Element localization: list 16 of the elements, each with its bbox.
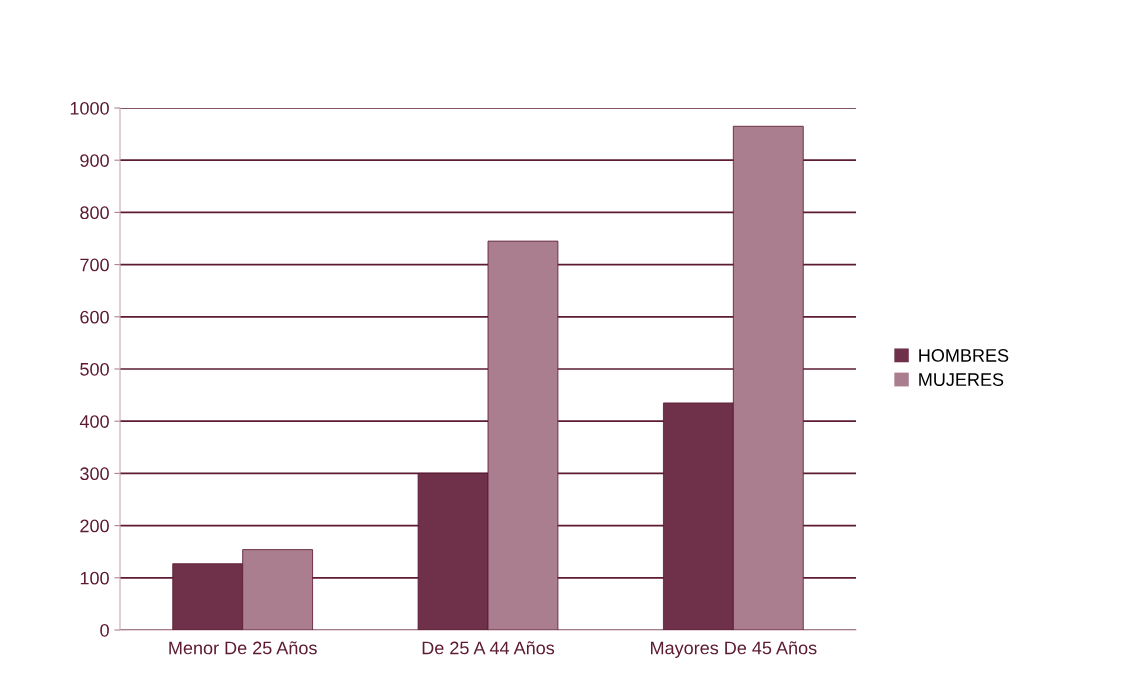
y-tick-label: 200 [80,519,109,533]
x-tick-label: Mayores De 45 Años [651,641,817,658]
y-tick-label: 400 [79,415,109,428]
legend-label: MUJERES [919,373,1004,386]
y-tick-label: 700 [80,258,109,272]
y-tick-label: 500 [80,362,109,376]
x-tick-label: Menor De 25 Años [169,641,317,655]
legend-label: HOMBRES [919,349,1009,362]
y-tick-label: 600 [80,310,109,324]
y-tick-label: 800 [80,206,109,220]
y-tick-label: 100 [80,571,109,585]
y-tick-label: 300 [80,467,109,481]
y-tick-label: 1000 [70,101,109,115]
y-tick-label: 0 [100,623,109,637]
y-tick-label: 900 [80,154,109,167]
x-tick-label: De 25 A 44 Años [422,641,555,655]
